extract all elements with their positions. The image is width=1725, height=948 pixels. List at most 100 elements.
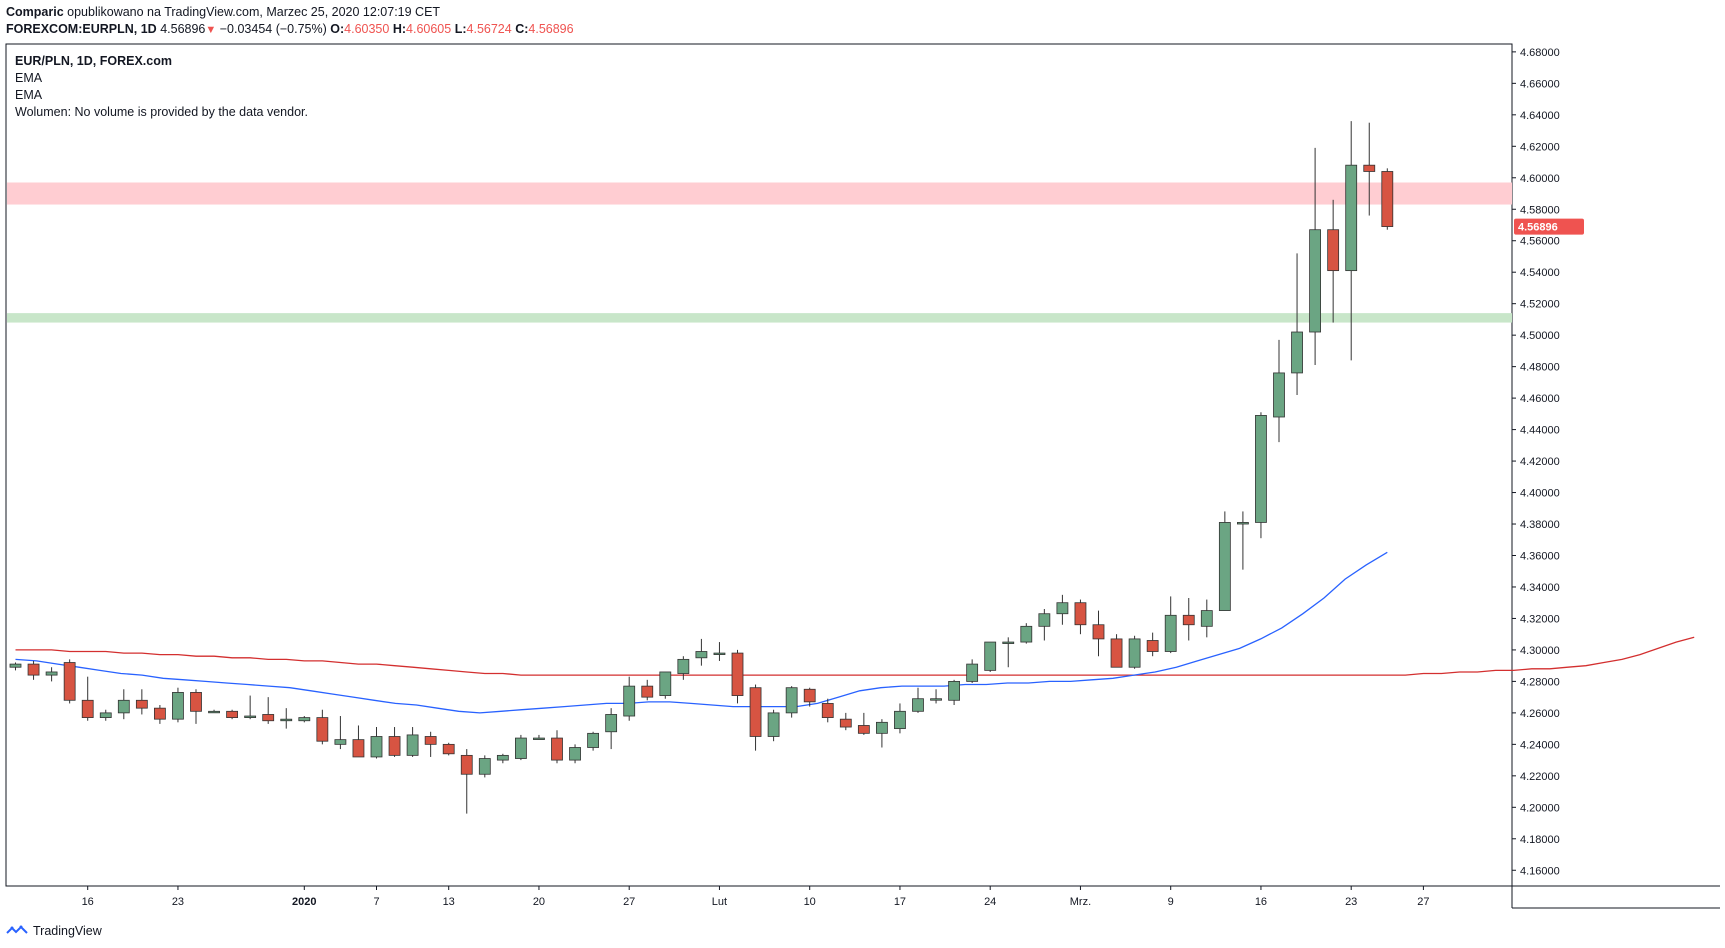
candle (99, 709, 112, 721)
legend-volume[interactable]: Wolumen: No volume is provided by the da… (15, 105, 308, 119)
candle-body (172, 692, 184, 720)
candle (605, 708, 618, 750)
candle (1273, 339, 1285, 443)
candle (695, 638, 708, 666)
time-tick-label: 24 (984, 896, 996, 908)
legend-ema-2[interactable]: EMA (15, 88, 43, 102)
price-tick-label: 4.32000 (1520, 613, 1560, 625)
price-tick-label: 4.44000 (1520, 425, 1560, 437)
candle (1110, 634, 1123, 668)
candle (424, 731, 437, 757)
candle-body (460, 754, 473, 775)
price-tick-label: 4.18000 (1520, 834, 1560, 846)
candle (172, 687, 184, 723)
candle-body (1200, 610, 1213, 627)
candle (857, 712, 870, 735)
time-axis[interactable]: 16 23 2020 7 13 20 27 Lut 10 17 24 Mrz. 9 16 23 27 (82, 886, 1430, 908)
candle-body (406, 734, 419, 756)
candle-body (45, 671, 58, 676)
price-tick-label: 4.56000 (1520, 236, 1560, 248)
candle (1146, 632, 1159, 657)
author-name[interactable]: Comparic (6, 5, 64, 19)
candle (153, 705, 166, 724)
candle-body (117, 699, 130, 714)
open-value: 4.60350 (344, 22, 390, 36)
close-value: 4.56896 (528, 22, 574, 36)
candle-body (551, 737, 563, 761)
candle-body (767, 712, 780, 737)
candle (262, 697, 275, 724)
candles-layer[interactable] (9, 121, 1394, 814)
price-tick-label: 4.52000 (1520, 299, 1560, 311)
footer-brand-text: TradingView (33, 924, 102, 938)
candle-body (135, 699, 148, 709)
candle (1182, 597, 1195, 641)
candle (1128, 635, 1141, 669)
candle (749, 684, 762, 751)
candle (1218, 511, 1231, 611)
candle (1164, 596, 1177, 654)
time-tick-label: 2020 (292, 896, 316, 908)
price-tick-label: 4.68000 (1520, 47, 1560, 59)
candle-body (839, 718, 852, 728)
last-price-badge-text: 4.56896 (1518, 222, 1558, 234)
time-tick-label: 13 (443, 896, 455, 908)
candle-body (1381, 171, 1394, 227)
candle (876, 719, 888, 748)
candle (442, 742, 455, 756)
candle-body (1110, 638, 1123, 668)
price-axis[interactable]: 4.16000 4.18000 4.20000 4.22000 4.24000 4.260… (1512, 47, 1560, 877)
candle-body (749, 687, 762, 737)
price-tick-label: 4.28000 (1520, 676, 1560, 688)
candle (1381, 168, 1394, 230)
candle (117, 689, 130, 720)
candle-body (298, 717, 311, 722)
candle (569, 744, 581, 764)
candle-body (27, 663, 40, 676)
candle-body (280, 718, 293, 722)
candle (334, 716, 347, 750)
candle (533, 734, 545, 740)
time-tick-label: 27 (623, 896, 635, 908)
candle-body (695, 651, 708, 659)
legend-ema-1[interactable]: EMA (15, 71, 43, 85)
close-label: C: (515, 22, 529, 36)
candle (388, 727, 401, 757)
price-tick-label: 4.38000 (1520, 519, 1560, 531)
candle-body (1182, 614, 1195, 626)
candle-body (63, 662, 76, 701)
zones-layer (7, 182, 1512, 323)
high-label: H: (392, 22, 407, 36)
candle-body (1074, 602, 1087, 626)
legend: EUR/PLN, 1D, FOREX.com EMA EMA Wolumen: … (15, 54, 308, 119)
price-tick-label: 4.16000 (1520, 865, 1560, 877)
candle-body (424, 736, 437, 745)
candle (9, 662, 22, 671)
candle-body (442, 743, 455, 755)
published-text: opublikowano na TradingView.com, Marzec … (67, 5, 441, 19)
time-tick-label: 7 (373, 896, 379, 908)
candle-body (9, 663, 22, 668)
candle (1309, 147, 1321, 366)
candle-body (785, 687, 798, 714)
candle (551, 730, 563, 764)
high-value: 4.60605 (406, 22, 452, 36)
candle (1038, 609, 1051, 641)
candle-body (930, 698, 942, 701)
candle (515, 734, 527, 761)
candle-body (857, 725, 870, 734)
time-tick-label: 10 (804, 896, 816, 908)
price-tick-label: 4.64000 (1520, 110, 1560, 122)
candle-body (1345, 164, 1358, 272)
last-price: 4.56896 (160, 22, 206, 36)
candle-body (388, 736, 401, 756)
footer-brand[interactable]: TradingView (6, 924, 102, 938)
candle-body (803, 688, 816, 703)
price-change: −0.03454 (−0.75%) (219, 22, 327, 36)
candle-body (99, 712, 112, 718)
candle (912, 687, 924, 713)
candle-body (1255, 415, 1267, 523)
tradingview-logo-icon (6, 925, 28, 934)
candle-body (1273, 372, 1285, 418)
